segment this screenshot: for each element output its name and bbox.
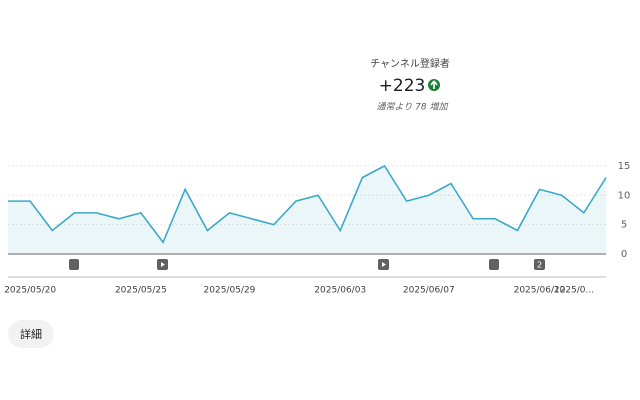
y-tick-label: 10 — [618, 190, 631, 201]
x-tick-label: 2025/06/12 — [514, 286, 566, 296]
y-tick-label: 5 — [621, 220, 627, 231]
x-tick-label: 2025/0... — [554, 286, 594, 296]
up-arrow — [430, 80, 438, 89]
line — [8, 164, 607, 244]
badge — [534, 259, 545, 270]
badge-count: 2 — [537, 261, 542, 270]
x-tick-label: 2025/05/25 — [115, 286, 167, 296]
y-tick-label: 0 — [621, 249, 627, 260]
x-tick-label: 2025/06/03 — [314, 286, 366, 296]
play — [161, 262, 165, 267]
short-icon — [489, 259, 499, 270]
metric-label: チャンネル登録者 — [370, 57, 450, 70]
x-tick-label: 2025/05/29 — [204, 286, 256, 296]
area — [8, 165, 606, 254]
upload-markers: 2 — [69, 259, 545, 270]
metric-value: +223 — [379, 76, 426, 96]
comparison: 通常より 78 増加 — [377, 102, 449, 113]
play — [382, 262, 386, 267]
short-icon — [69, 259, 79, 270]
plot: 0 5 10 15 2025/05/20 2025/05/25 2025/05/29 2025… — [4, 161, 630, 296]
x-tick-label: 2025/06/07 — [403, 286, 455, 296]
x-tick-label: 2025/05/20 — [4, 286, 56, 296]
y-tick-label: 15 — [618, 161, 631, 172]
details-button[interactable]: 詳細 — [8, 320, 54, 348]
